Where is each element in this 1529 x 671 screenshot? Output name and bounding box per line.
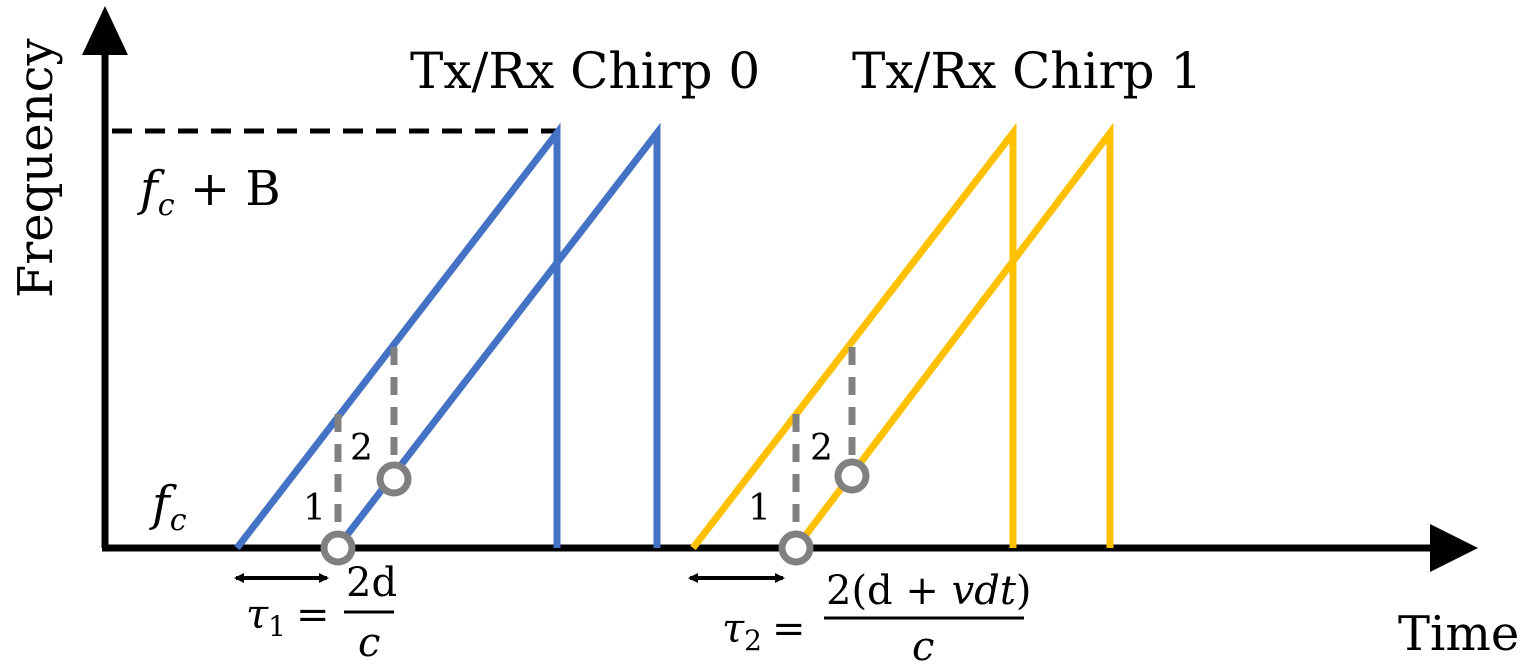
svg-text:τ1=: τ1 = <box>246 592 329 643</box>
x-axis-label: Time <box>1398 606 1519 662</box>
chirp1-point1-circle-icon <box>778 530 814 566</box>
sample-markers <box>334 347 856 540</box>
y-axis-label: Frequency <box>8 38 64 298</box>
tau2-numerator: 2(d + vdt) <box>826 568 1032 614</box>
y-axis-arrow-icon <box>82 6 128 55</box>
sample-circles <box>320 458 870 566</box>
tau1-denominator: c <box>358 620 380 666</box>
chirp1-tx-ramp <box>690 122 1017 551</box>
chirp0-point1-label: 1 <box>303 488 326 529</box>
axes <box>82 6 1478 572</box>
chirp0-title: Tx/Rx Chirp 0 <box>410 42 760 100</box>
tau2-equation: τ2 = 2(d + vdt) c <box>722 568 1032 670</box>
chirp0-point1-circle-icon <box>320 530 356 566</box>
chirp0-rx-ramp <box>334 122 661 551</box>
chirp1-point2-circle-icon <box>834 458 870 494</box>
chirp1-point1-label: 1 <box>748 488 771 529</box>
chirp1-rx-ramp <box>793 122 1114 551</box>
chirp0-point2-label: 2 <box>350 428 373 469</box>
chirp1-point2-label: 2 <box>810 428 833 469</box>
chirp0-tx-ramp <box>234 122 561 551</box>
tau2-denominator: c <box>912 624 934 666</box>
tau1-equation: τ1 = 2d c <box>246 560 397 666</box>
x-axis-arrow-icon <box>1430 524 1478 572</box>
chirp0-signals <box>234 122 661 551</box>
svg-text:τ2=: τ2 = <box>722 606 805 657</box>
chirp1-title: Tx/Rx Chirp 1 <box>852 42 1202 100</box>
base-frequency-label: fc <box>149 476 187 538</box>
chirp0-point2-circle-icon <box>376 461 412 497</box>
top-frequency-label: fc + B <box>137 161 281 223</box>
tau1-numerator: 2d <box>346 560 397 606</box>
chirp1-signals <box>690 122 1114 551</box>
